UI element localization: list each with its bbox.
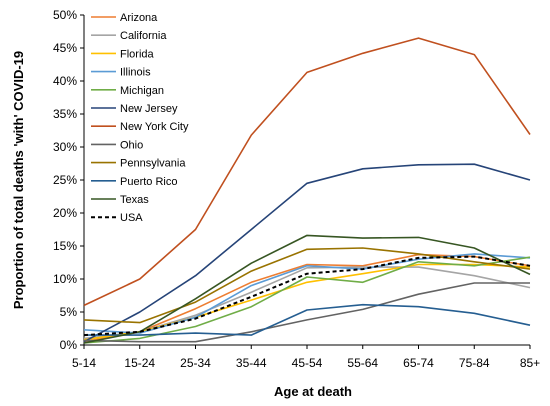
y-tick-label: 50%	[53, 8, 77, 22]
y-tick-label: 45%	[53, 41, 77, 55]
x-tick-label: 45-54	[292, 356, 323, 370]
x-axis: 5-14 15-24 25-34 35-44 45-54 55-64 65-74 75-84 8…	[72, 344, 540, 370]
y-tick-label: 40%	[53, 74, 77, 88]
legend-label-ohio: Ohio	[120, 139, 143, 151]
y-tick-label: 25%	[53, 173, 77, 187]
y-axis: 0% 5% 10% 15% 20% 25% 30% 35% 40% 45% 50%	[53, 8, 85, 352]
legend-label-arizona: Arizona	[120, 12, 158, 24]
series-line-new-york-city	[83, 37, 531, 307]
legend-label-puerto-rico: Puerto Rico	[120, 176, 177, 188]
legend-label-california: California	[120, 30, 167, 42]
y-axis-title: Proportion of total deaths 'with' COVID-…	[11, 51, 26, 309]
series-line-texas	[83, 234, 531, 344]
series-line-puerto-rico	[84, 303, 531, 336]
legend-label-pennsylvania: Pennsylvania	[120, 158, 186, 170]
x-tick-label: 15-24	[124, 356, 155, 370]
series-line-pennsylvania	[83, 247, 531, 324]
series-line-florida	[83, 263, 531, 341]
x-tick-label: 35-44	[236, 356, 267, 370]
legend-label-texas: Texas	[120, 194, 149, 206]
y-tick-label: 10%	[53, 272, 77, 286]
series-line-usa	[83, 255, 531, 337]
legend-label-illinois: Illinois	[120, 67, 151, 79]
y-tick-label: 5%	[60, 305, 78, 319]
legend-label-florida: Florida	[120, 48, 155, 60]
x-axis-title: Age at death	[274, 384, 352, 399]
series-line-ohio	[83, 282, 530, 343]
legend-label-michigan: Michigan	[120, 85, 164, 97]
series-layer	[83, 37, 531, 344]
y-tick-label: 30%	[53, 140, 77, 154]
legend-label-usa: USA	[120, 212, 143, 224]
y-tick-label: 35%	[53, 107, 77, 121]
x-tick-label: 75-84	[459, 356, 490, 370]
x-tick-label: 55-64	[347, 356, 378, 370]
x-tick-label: 85+	[520, 356, 540, 370]
series-line-new-jersey	[83, 163, 531, 343]
x-tick-label: 25-34	[180, 356, 211, 370]
y-tick-label: 15%	[53, 239, 77, 253]
legend-label-new-jersey: New Jersey	[120, 103, 178, 115]
x-tick-label: 5-14	[72, 356, 96, 370]
legend: Arizona California Florida Illinois Michigan…	[91, 12, 189, 224]
y-tick-label: 20%	[53, 206, 77, 220]
legend-label-new-york-city: New York City	[120, 121, 189, 133]
series-line-illinois	[83, 253, 531, 334]
y-tick-label: 0%	[60, 338, 78, 352]
x-tick-label: 65-74	[403, 356, 434, 370]
